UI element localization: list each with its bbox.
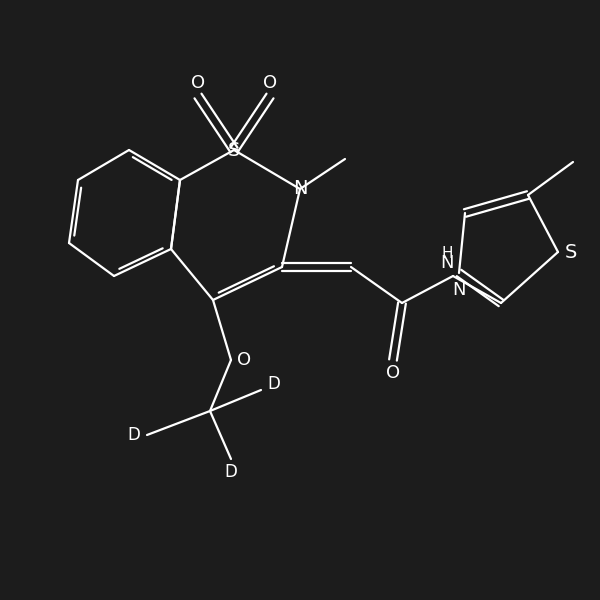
Text: D: D xyxy=(127,426,140,444)
Text: S: S xyxy=(565,242,577,262)
Text: D: D xyxy=(268,375,281,393)
Text: N: N xyxy=(440,254,454,272)
Text: O: O xyxy=(237,351,251,369)
Text: O: O xyxy=(191,74,205,92)
Text: N: N xyxy=(452,281,466,299)
Text: O: O xyxy=(386,364,400,382)
Text: D: D xyxy=(224,463,238,481)
Text: N: N xyxy=(293,179,307,199)
Text: H: H xyxy=(441,246,453,260)
Text: O: O xyxy=(263,74,277,92)
Text: S: S xyxy=(228,140,240,160)
